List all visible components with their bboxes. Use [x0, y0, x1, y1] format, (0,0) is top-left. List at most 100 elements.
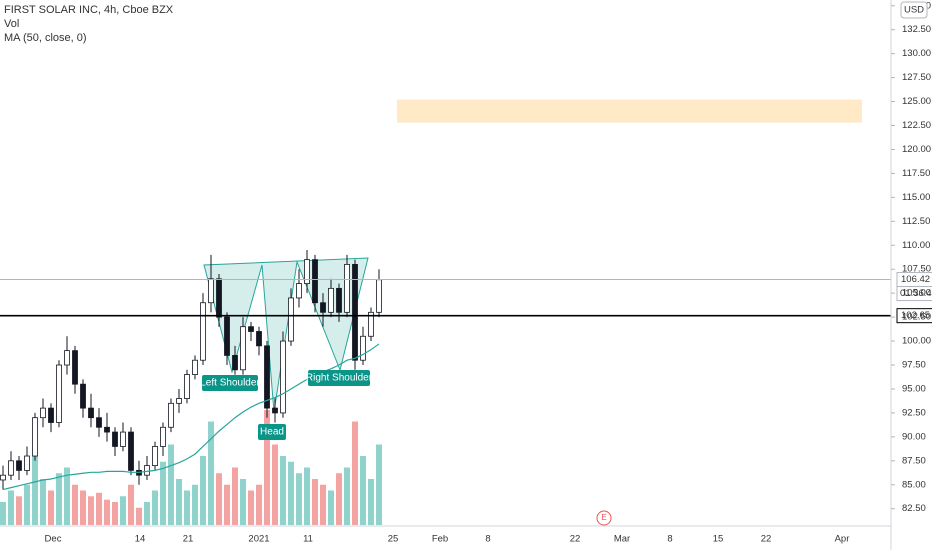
annotation-label: Right Shoulder [306, 373, 373, 384]
x-tick-label: 21 [183, 534, 194, 545]
countdown-tag [896, 286, 932, 302]
y-tick-label: 132.50 [902, 24, 931, 35]
volume-bar [112, 502, 118, 525]
volume-bar [264, 410, 270, 525]
y-tick-label: 102.50 [902, 312, 931, 323]
volume-bar [272, 444, 278, 525]
candles-layer [0, 250, 382, 491]
candle-body [376, 279, 382, 313]
candle-body [32, 417, 38, 457]
y-tick-label: 92.50 [902, 407, 926, 418]
volume-bar [328, 490, 334, 525]
annotation-badge [258, 424, 286, 440]
volume-bar [144, 502, 150, 525]
volume-bar [168, 444, 174, 525]
countdown-label: 01:36:44 [900, 288, 932, 299]
volume-bar [160, 461, 166, 525]
y-tick-label: 90.00 [902, 431, 926, 442]
y-tick-label: 85.00 [902, 479, 926, 490]
price-axis: 82.50 85.00 87.50 90.00 92.50 95.00 97.50 100.0… [891, 0, 931, 514]
x-tick-label: 8 [667, 534, 672, 545]
candle-body [184, 374, 190, 399]
candle-body [168, 402, 174, 428]
volume-bar [64, 467, 70, 525]
y-tick-label: 97.50 [902, 360, 926, 371]
x-tick-label: Dec [45, 534, 62, 545]
volume-bar [320, 484, 326, 525]
candle-body [152, 446, 158, 467]
candle-body [320, 302, 326, 313]
candle-body [264, 345, 270, 409]
price-tag-label: 102.65 [901, 310, 930, 321]
target-zone-layer [397, 99, 862, 123]
volume-bar [344, 467, 350, 525]
volume-bar [136, 507, 142, 525]
candle-body [192, 359, 198, 375]
volume-bar [352, 421, 358, 525]
x-tick-label: 22 [761, 534, 772, 545]
volume-bar [216, 473, 222, 525]
candle-body [120, 431, 126, 447]
y-tick-label: 110.00 [902, 240, 930, 251]
volume-bar [176, 479, 182, 525]
volume-bar [24, 484, 30, 525]
annotation-label: Left Shoulder [200, 378, 260, 389]
candle-body [80, 383, 86, 409]
candle-body [48, 407, 54, 423]
candle-body [104, 426, 110, 433]
candle-body [96, 417, 102, 428]
x-tick-label: 8 [485, 534, 490, 545]
volume-bar [192, 484, 198, 525]
x-tick-label: 15 [713, 534, 724, 545]
candle-body [368, 311, 374, 337]
earnings-marker-label[interactable]: E [601, 513, 606, 522]
x-tick-label: 14 [135, 534, 146, 545]
earnings-marker[interactable] [596, 510, 612, 526]
candle-body [312, 259, 318, 304]
candle-body [160, 426, 166, 447]
candle-body [360, 335, 366, 361]
candle-body [216, 278, 222, 318]
x-tick-label: 2021 [248, 534, 269, 545]
candle-body [336, 287, 342, 313]
y-tick-label: 112.50 [902, 216, 930, 227]
candle-body [40, 407, 46, 419]
volume-bar [48, 490, 54, 525]
volume-bar [104, 499, 110, 525]
candle-body [232, 355, 238, 371]
candle-body [72, 350, 78, 385]
volume-bar [32, 456, 38, 525]
indicator-label: Vol [4, 18, 19, 30]
y-tick-label: 127.50 [902, 72, 931, 83]
y-tick-label: 122.50 [902, 120, 931, 131]
y-tick-label: 125.00 [902, 96, 931, 107]
candle-body [128, 431, 134, 471]
volume-bar [336, 473, 342, 525]
candle-body [296, 283, 302, 299]
volume-bar [0, 502, 6, 525]
volume-bar [224, 484, 230, 525]
candle-body [224, 316, 230, 356]
candle-body [344, 264, 350, 313]
candle-body [248, 326, 254, 332]
candle-body [16, 460, 22, 471]
x-tick-label: 11 [303, 534, 313, 545]
y-tick-label: 130.00 [902, 48, 931, 59]
candle-body [352, 264, 358, 361]
volume-bar [280, 456, 286, 525]
volume-bar [208, 421, 214, 525]
volume-bar [240, 479, 246, 525]
annotation-badge [202, 375, 258, 391]
candle-body [56, 364, 62, 423]
annotation-label: Head [260, 427, 284, 438]
volume-bar [312, 479, 318, 525]
volume-bar [128, 484, 134, 525]
candle-body [8, 460, 14, 476]
volume-bar [88, 496, 94, 525]
candle-body [144, 465, 150, 476]
candle-body [256, 331, 262, 347]
x-tick-label: Apr [835, 534, 850, 545]
indicator-label: MA (50, close, 0) [4, 32, 87, 44]
candle-body [88, 407, 94, 419]
